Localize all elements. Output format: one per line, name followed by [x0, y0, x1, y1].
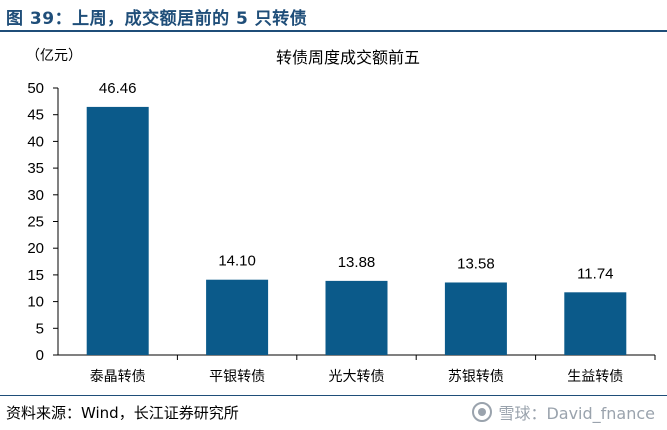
x-category-label: 光大转债: [329, 369, 385, 385]
watermark-text: 雪球：David_fnance: [498, 404, 655, 423]
bar: [444, 282, 507, 355]
y-tick-label: 10: [27, 294, 44, 311]
bar: [86, 106, 149, 356]
xueqiu-logo-icon: [472, 402, 493, 422]
x-category-label: 平银转债: [209, 369, 265, 385]
bar-chart: 转债周度成交额前五 （亿元） 0 5 10 15 20 25 30 35 40 45 50 泰晶转债 平…: [26, 48, 656, 385]
y-tick-label: 30: [27, 187, 44, 204]
bar-value-label: 14.10: [218, 253, 256, 270]
y-tick-label: 0: [36, 347, 44, 364]
chart-title: 转债周度成交额前五: [276, 48, 420, 67]
source-note: 资料来源：Wind，长江证券研究所: [6, 404, 239, 422]
bar: [206, 279, 269, 355]
bar-value-label: 11.74: [577, 265, 613, 282]
watermark: 雪球：David_fnance: [472, 400, 655, 424]
y-tick-label: 20: [27, 240, 44, 257]
y-tick-label: 45: [27, 107, 44, 124]
y-tick-label: 5: [36, 320, 44, 337]
axes: 0 5 10 15 20 25 30 35 40 45 50 泰晶转债 平银转债 光大转债 苏银转债 生益转债: [27, 80, 656, 385]
bar-value-label: 13.88: [338, 254, 376, 271]
bar: [325, 280, 388, 355]
y-tick-label: 50: [27, 80, 44, 97]
bar-value-label: 13.58: [457, 255, 495, 272]
bar-value-label: 46.46: [99, 80, 137, 97]
bar: [564, 292, 627, 355]
y-tick-label: 40: [27, 133, 44, 150]
x-category-label: 泰晶转债: [90, 369, 146, 385]
figure-title: 图 39：上周，成交额居前的 5 只转债: [6, 9, 308, 29]
y-tick-label: 15: [27, 267, 44, 284]
y-axis-unit: （亿元）: [26, 48, 82, 64]
footer-divider: [0, 395, 667, 396]
x-category-label: 苏银转债: [448, 369, 504, 385]
title-divider: [0, 30, 667, 32]
x-category-label: 生益转债: [567, 369, 623, 385]
y-tick-label: 25: [27, 214, 44, 231]
bars: 46.46 14.10 13.88 13.58 11.74: [86, 80, 627, 356]
y-tick-label: 35: [27, 160, 44, 177]
